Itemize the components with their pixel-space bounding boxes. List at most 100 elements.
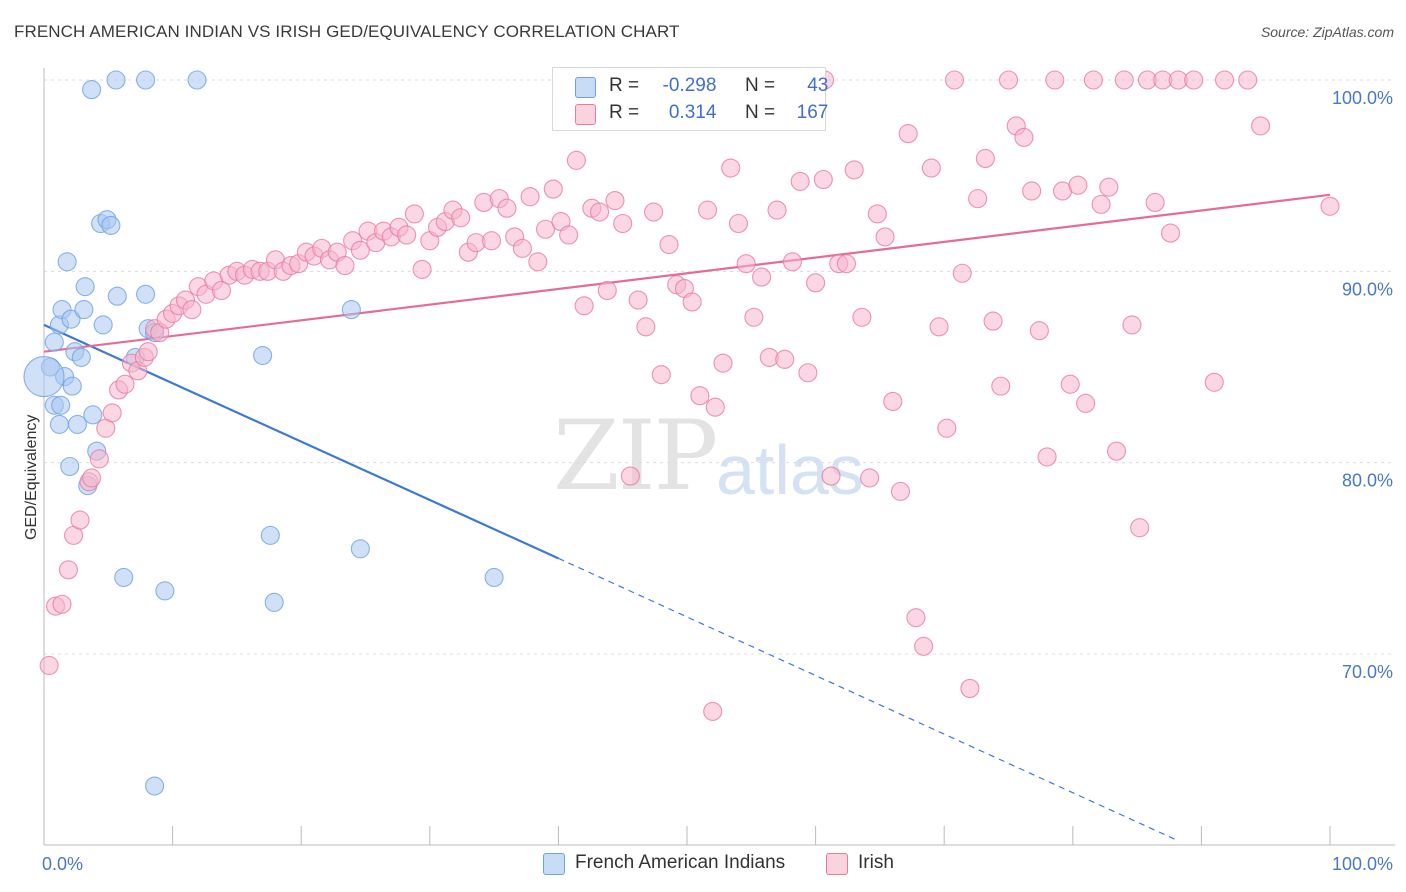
data-point xyxy=(71,347,91,367)
source-credit: Source: ZipAtlas.com xyxy=(1260,24,1394,40)
data-point xyxy=(512,238,532,258)
chart-title: FRENCH AMERICAN INDIAN VS IRISH GED/EQUI… xyxy=(14,22,680,41)
data-point xyxy=(51,395,71,415)
watermark-atlas: atlas xyxy=(716,431,864,509)
data-point xyxy=(968,189,988,209)
data-point xyxy=(559,225,579,245)
data-point xyxy=(1320,196,1340,216)
data-point xyxy=(813,169,833,190)
data-point xyxy=(136,70,156,90)
series-label: Irish xyxy=(858,852,894,873)
series-swatch-pink xyxy=(826,853,848,875)
data-point xyxy=(89,449,109,469)
data-point xyxy=(1022,181,1042,201)
data-point xyxy=(57,252,77,272)
data-point xyxy=(102,403,122,423)
legend-swatch-blue xyxy=(575,77,596,98)
data-point xyxy=(155,581,175,601)
data-point xyxy=(1099,177,1119,197)
data-point xyxy=(628,290,648,310)
data-point xyxy=(397,225,417,245)
data-point xyxy=(690,386,710,406)
data-point xyxy=(39,655,59,676)
data-point xyxy=(82,468,102,488)
y-tick-label: 100.0% xyxy=(1332,88,1393,108)
data-point xyxy=(341,300,361,320)
y-tick-label: 90.0% xyxy=(1342,279,1393,299)
data-point xyxy=(883,391,903,411)
trend-line xyxy=(43,323,559,560)
data-point xyxy=(590,202,610,222)
data-point xyxy=(1045,70,1065,90)
data-point xyxy=(944,70,965,90)
data-point xyxy=(253,345,273,366)
x-tick-label: 100.0% xyxy=(1332,854,1393,874)
correlation-legend: R = -0.298 N = 43 R = 0.314 N = 167 xyxy=(552,67,828,131)
data-point xyxy=(1251,116,1271,136)
data-point xyxy=(74,300,94,320)
data-point xyxy=(898,124,918,144)
data-point xyxy=(1160,223,1181,243)
data-point xyxy=(991,376,1011,396)
data-point xyxy=(1014,127,1034,147)
legend-r-label: R = xyxy=(609,75,640,96)
data-point xyxy=(836,254,857,274)
data-point xyxy=(860,468,880,488)
trend-line-extrapolated xyxy=(558,557,1176,841)
x-tick-label: 0.0% xyxy=(42,854,83,874)
data-point xyxy=(484,567,504,588)
data-points xyxy=(23,70,1340,796)
data-point xyxy=(721,158,741,178)
data-point xyxy=(821,466,841,486)
data-point xyxy=(211,280,232,301)
data-point xyxy=(1037,447,1057,467)
data-point xyxy=(875,227,895,247)
y-tick-label: 70.0% xyxy=(1342,662,1393,682)
data-point xyxy=(106,70,126,90)
data-point xyxy=(61,309,81,329)
data-point xyxy=(566,150,586,170)
data-point xyxy=(767,200,787,220)
data-point xyxy=(260,525,280,545)
data-point xyxy=(998,70,1019,90)
data-point xyxy=(852,307,872,327)
data-point xyxy=(101,215,121,235)
data-point xyxy=(497,198,517,218)
data-point xyxy=(937,418,957,438)
data-point xyxy=(44,332,64,352)
data-point xyxy=(23,356,65,398)
data-point xyxy=(1091,194,1111,214)
data-point xyxy=(187,70,207,90)
data-point xyxy=(535,219,556,239)
legend-r-label: R = xyxy=(609,102,640,123)
data-point xyxy=(736,254,756,274)
legend-n-label: N = xyxy=(744,102,776,123)
data-point xyxy=(574,296,594,316)
data-point xyxy=(543,179,563,199)
data-point xyxy=(75,277,95,297)
data-point xyxy=(1076,393,1096,413)
data-point xyxy=(613,213,633,234)
data-point xyxy=(1122,315,1142,335)
data-point xyxy=(1238,70,1258,90)
data-point xyxy=(481,231,502,251)
data-point xyxy=(798,363,818,383)
trend-line xyxy=(43,193,1331,353)
data-point xyxy=(651,365,671,385)
legend-r-value: 0.314 xyxy=(668,102,717,123)
data-point xyxy=(52,594,72,614)
axes xyxy=(43,68,1395,846)
data-point xyxy=(890,481,911,501)
series-french-american-indians xyxy=(23,70,504,796)
y-tick-label: 80.0% xyxy=(1342,471,1393,491)
data-point xyxy=(752,267,772,287)
legend-r-value: -0.298 xyxy=(662,75,717,96)
data-point xyxy=(114,567,134,588)
data-point xyxy=(921,158,941,178)
watermark-zip: ZIP xyxy=(553,400,718,512)
data-point xyxy=(1130,518,1150,538)
data-point xyxy=(775,349,795,369)
series-label: French American Indians xyxy=(575,852,786,873)
data-point xyxy=(867,204,887,224)
